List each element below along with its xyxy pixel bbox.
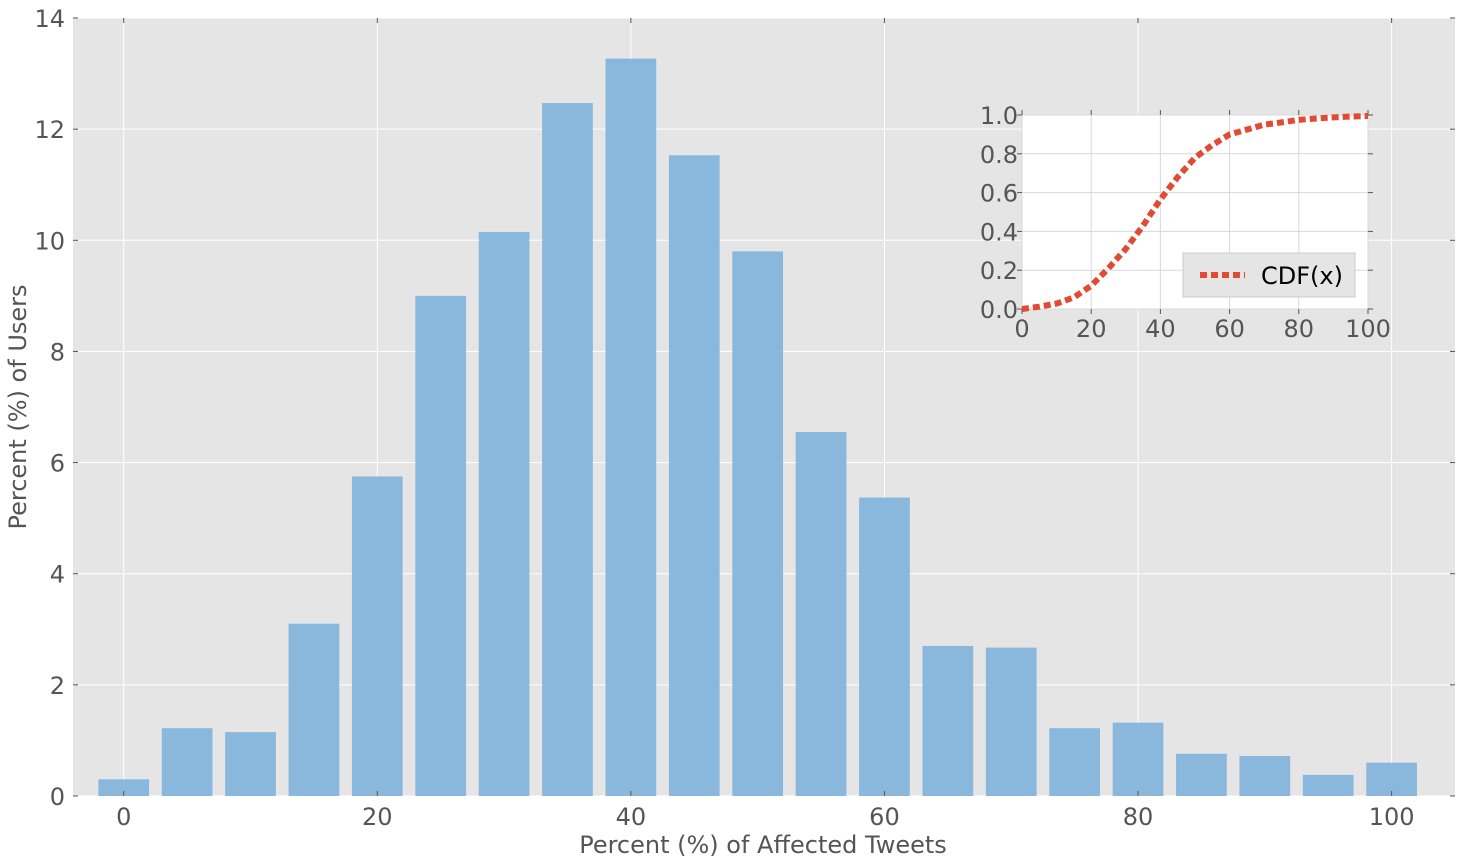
x-tick-label: 80	[1123, 803, 1154, 831]
y-tick-label: 0	[50, 783, 65, 811]
bar	[1112, 722, 1164, 796]
bar	[478, 231, 530, 796]
inset-x-tick-label: 60	[1214, 315, 1245, 343]
bar	[98, 779, 150, 796]
cdf-line	[1021, 112, 1369, 312]
bar	[1049, 728, 1100, 796]
inset-y-tick-label: 0.4	[980, 218, 1018, 246]
inset-x-tick-label: 80	[1284, 315, 1315, 343]
inset-x-tick-label: 100	[1345, 315, 1391, 343]
inset-y-tick-label: 0.8	[980, 141, 1018, 169]
bar	[351, 476, 403, 796]
bar	[985, 647, 1037, 796]
y-tick-label: 14	[34, 5, 65, 33]
bar	[605, 58, 657, 797]
x-tick-label: 20	[362, 803, 393, 831]
y-tick-label: 12	[34, 116, 65, 144]
bar	[922, 645, 974, 796]
main-y-tick-labels: 0 2 4 6 8 10 12 14	[34, 5, 65, 811]
inset-x-tick-label: 0	[1014, 315, 1029, 343]
bar	[415, 295, 467, 796]
inset-cdf-chart: 0 20 40 60 80 100 0.0 0.2 0.4 0.6 0.8 1.0 CDF(x)	[980, 102, 1391, 343]
inset-tick-marks	[1017, 110, 1373, 314]
bar	[1239, 755, 1291, 796]
inset-x-tick-labels: 0 20 40 60 80 100	[1014, 315, 1391, 343]
main-bars	[98, 58, 1417, 797]
bar	[859, 497, 910, 796]
legend-label: CDF(x)	[1261, 262, 1343, 290]
bar	[1366, 762, 1417, 796]
bar	[1302, 774, 1354, 796]
inset-y-tick-labels: 0.0 0.2 0.4 0.6 0.8 1.0	[980, 102, 1018, 324]
y-axis-label: Percent (%) of Users	[4, 284, 32, 529]
y-tick-label: 2	[50, 672, 65, 700]
y-tick-label: 10	[34, 227, 65, 255]
inset-y-tick-label: 0.6	[980, 180, 1018, 208]
bar	[668, 155, 720, 797]
bar	[732, 251, 784, 796]
inset-legend: CDF(x)	[1182, 252, 1356, 298]
main-x-tick-labels: 0 20 40 60 80 100	[116, 803, 1414, 831]
bar	[542, 103, 593, 796]
bar	[1176, 753, 1227, 796]
inset-x-tick-label: 40	[1145, 315, 1176, 343]
x-tick-label: 40	[616, 803, 647, 831]
y-tick-label: 4	[50, 561, 65, 589]
inset-y-tick-label: 1.0	[980, 102, 1018, 130]
inset-x-tick-label: 20	[1076, 315, 1107, 343]
bar	[161, 728, 213, 796]
inset-y-tick-label: 0.2	[980, 257, 1018, 285]
x-tick-label: 0	[116, 803, 131, 831]
bar	[795, 432, 847, 796]
x-axis-label: Percent (%) of Affected Tweets	[579, 831, 947, 859]
y-tick-label: 8	[50, 338, 65, 366]
x-tick-label: 60	[869, 803, 900, 831]
main-tick-marks	[73, 17, 1455, 797]
y-tick-label: 6	[50, 450, 65, 478]
bar	[288, 623, 340, 796]
bar	[225, 732, 276, 796]
inset-y-tick-label: 0.0	[980, 296, 1018, 324]
x-tick-label: 100	[1369, 803, 1415, 831]
